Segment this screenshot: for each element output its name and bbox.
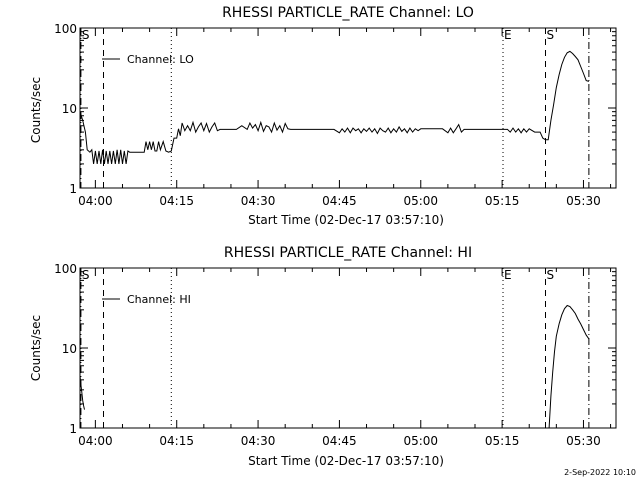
x-tick-label: 04:15	[159, 434, 194, 448]
series-line	[79, 375, 85, 410]
hi-y-axis-label: Counts/sec	[29, 315, 43, 381]
x-tick-label: 04:30	[241, 194, 276, 208]
x-tick-label: 04:30	[241, 434, 276, 448]
x-tick-label: 04:45	[322, 434, 357, 448]
x-tick-label: 04:45	[322, 194, 357, 208]
x-tick-label: 05:30	[566, 194, 601, 208]
lo-chart-title: RHESSI PARTICLE_RATE Channel: LO	[222, 5, 474, 21]
x-tick-label: 04:00	[78, 194, 113, 208]
series-line	[79, 50, 590, 164]
legend-label: Channel: LO	[127, 53, 194, 66]
plot-frame	[79, 27, 617, 189]
y-tick-label: 10	[62, 342, 77, 356]
plot-frame	[79, 267, 617, 429]
event-marker-label: S	[82, 28, 90, 42]
event-marker-label: E	[504, 28, 512, 42]
x-tick-label: 05:30	[566, 434, 601, 448]
lo-channel-panel: RHESSI PARTICLE_RATE Channel: LO Counts/…	[29, 5, 617, 227]
hi-plot-marks: 04:00 04:15 04:30 04:45 05:00 05:15 05:30 1 10 10…	[54, 262, 617, 448]
hi-chart-title: RHESSI PARTICLE_RATE Channel: HI	[224, 245, 472, 261]
legend-label: Channel: HI	[127, 293, 191, 306]
lo-y-axis-label: Counts/sec	[29, 77, 43, 143]
event-marker-label: S	[546, 268, 554, 282]
series-line	[548, 304, 590, 429]
y-tick-label: 1	[69, 422, 77, 436]
x-tick-label: 05:00	[403, 194, 438, 208]
lo-plot-marks: 04:00 04:15 04:30 04:45 05:00 05:15 05:30 1 10 10…	[54, 22, 617, 208]
x-tick-label: 05:00	[403, 434, 438, 448]
y-tick-label: 1	[69, 182, 77, 196]
x-tick-label: 04:15	[159, 194, 194, 208]
x-tick-label: 05:15	[485, 194, 520, 208]
event-marker-label: S	[546, 28, 554, 42]
x-tick-label: 04:00	[78, 434, 113, 448]
footer-timestamp: 2-Sep-2022 10:10	[564, 468, 636, 477]
y-tick-label: 100	[54, 22, 77, 36]
event-marker-label: E	[504, 268, 512, 282]
hi-channel-panel: RHESSI PARTICLE_RATE Channel: HI Counts/…	[29, 245, 617, 468]
lo-x-axis-label: Start Time (02-Dec-17 03:57:10)	[248, 213, 444, 227]
x-tick-label: 05:15	[485, 434, 520, 448]
hi-x-axis-label: Start Time (02-Dec-17 03:57:10)	[248, 454, 444, 468]
event-marker-label: S	[82, 268, 90, 282]
y-tick-label: 100	[54, 262, 77, 276]
y-tick-label: 10	[62, 102, 77, 116]
